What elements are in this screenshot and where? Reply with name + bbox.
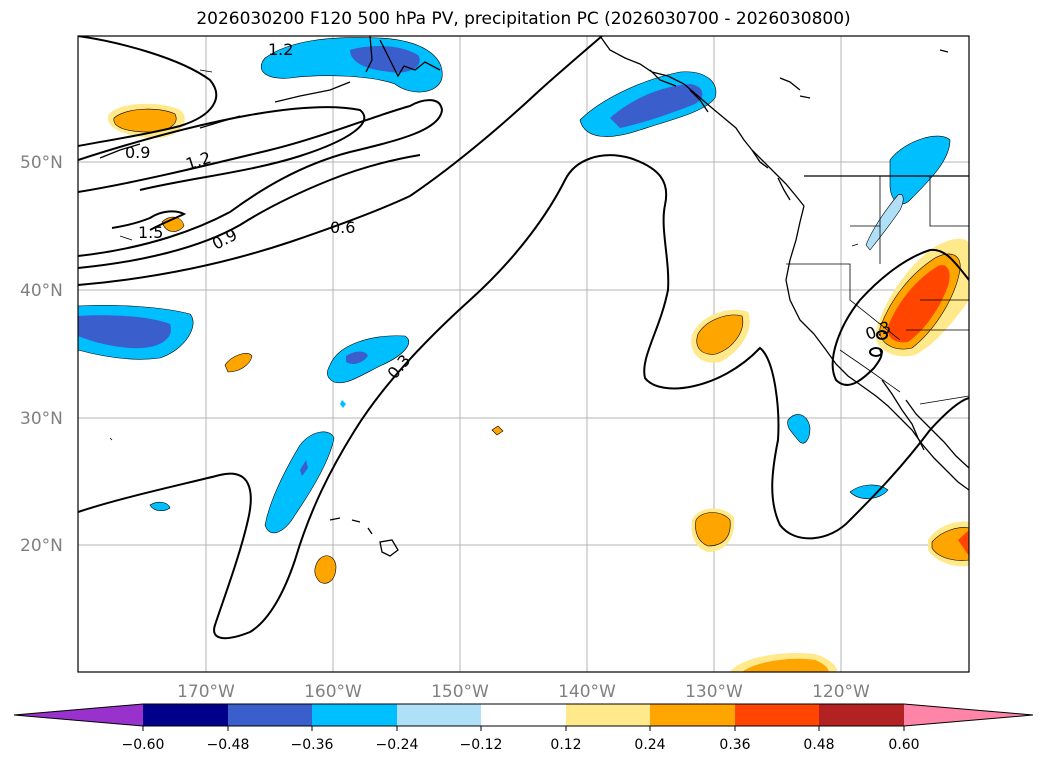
colorbar-tick-marks [142,726,905,731]
map-frame [77,35,970,673]
lat-label-20n: 20°N [20,536,63,556]
colorbar-segment-7 [650,704,735,726]
precip-blob-subtropical-core [300,460,308,476]
pv-contour-1-2-mid [78,99,444,257]
colorbar-tick-label: −0.24 [376,737,419,753]
precip-blob-central-core [346,351,368,364]
colorbar-segment-1 [143,704,228,726]
colorbar-segment-6 [566,704,650,726]
precip-blob-aleutian-core [113,108,177,133]
precip-blob-alaska-core [610,84,703,128]
precip-blob-subtropical [264,431,335,534]
colorbar-tick-label: −0.60 [122,737,165,753]
coastline-alaska [365,36,805,207]
colorbar-segment-5 [481,704,566,726]
colorbar-tick-labels: −0.60 −0.48 −0.36 −0.24 −0.12 0.12 0.24 … [122,737,920,753]
colorbar-tick-label: 0.60 [888,737,919,753]
colorbar-segment-0 [14,704,143,726]
lat-label-30n: 30°N [20,409,63,429]
precip-blob-baja [849,484,889,499]
precip-negative-areas [78,37,951,534]
precip-blob-small-6 [491,425,504,436]
colorbar-segment-10 [904,704,1033,726]
pv-contour-1-5 [111,210,187,231]
pv-contour-0-9-low [78,154,421,269]
pv-contours [78,36,969,640]
colorbar-tick-label: −0.12 [460,737,503,753]
colorbar-segment-9 [819,704,904,726]
pv-contour-0-3-east [409,36,603,197]
colorbar-segment-4 [397,704,481,726]
precip-blob-bering-core [350,45,420,73]
colorbar-tick-label: 0.24 [634,737,665,753]
latitude-labels: 50°N 40°N 30°N 20°N [20,153,63,556]
precip-blob-mexico-core [931,527,969,561]
lon-label-150w: 150°W [431,682,489,702]
coastline-baja [881,379,969,469]
pv-contour-small-ring-2 [876,330,888,340]
coastlines [99,36,969,557]
colorbar-segment-2 [228,704,312,726]
precip-blob-south-core [742,658,829,672]
contour-label: 0.9 [125,143,150,162]
coastline-vancouver [751,149,791,201]
lon-label-130w: 130°W [685,682,743,702]
precip-blob-mexico-red [958,530,969,556]
colorbar-tick-label: 0.48 [803,737,834,753]
contour-label: 0.6 [330,218,355,237]
state-borders [786,176,969,405]
colorbar-tick-label: 0.12 [550,737,581,753]
contour-label: 1.5 [138,223,163,242]
longitude-labels: 170°W 160°W 150°W 140°W 130°W 120°W [177,682,870,702]
lat-label-40n: 40°N [20,281,63,301]
precip-blob-central [327,335,410,384]
colorbar-tick-label: −0.48 [207,737,250,753]
precip-blob-small-5 [314,555,337,584]
colorbar-tick-label: 0.36 [719,737,750,753]
precip-blob-small-1 [149,501,171,511]
coastline-hawaii [329,517,399,557]
colorbar-segment-8 [735,704,819,726]
map-title: 2026030200 F120 500 hPa PV, precipitatio… [196,9,851,29]
pv-contour-0-9-left [78,106,366,191]
precip-blob-west-core [78,315,171,349]
precip-blob-ne-pacific-core [696,314,744,355]
precip-blob-east [787,414,811,444]
pv-contour-small-ring [869,347,883,357]
lat-label-50n: 50°N [20,153,63,173]
coastline-west-coast [785,205,969,491]
lon-label-120w: 120°W [812,682,870,702]
colorbar-segment-3 [312,704,397,726]
coastline-bc-islands [779,49,949,99]
colorbar-tick-label: −0.36 [291,737,334,753]
precip-blob-small-4 [224,353,253,373]
lon-label-170w: 170°W [177,682,235,702]
pv-contour-1-2-top [78,36,217,147]
pv-contour-0-3-main [78,154,969,640]
pv-contour-0-3-california [831,248,969,386]
pv-contour-0-6 [78,195,411,286]
lon-label-160w: 160°W [304,682,362,702]
precip-blob-small-2 [340,400,346,408]
lon-label-140w: 140°W [558,682,616,702]
map-panel: 1.2 0.9 1.2 1.5 0.9 0.6 0.3 0.3 [77,35,970,673]
map-background [78,36,969,672]
coastline-small-islands [109,69,859,441]
colorbar: −0.60 −0.48 −0.36 −0.24 −0.12 0.12 0.24 … [13,703,1034,753]
contour-label: 1.2 [268,40,293,59]
precip-blob-california-core [887,265,950,343]
precip-blob-hawaii-east-core [695,512,731,547]
